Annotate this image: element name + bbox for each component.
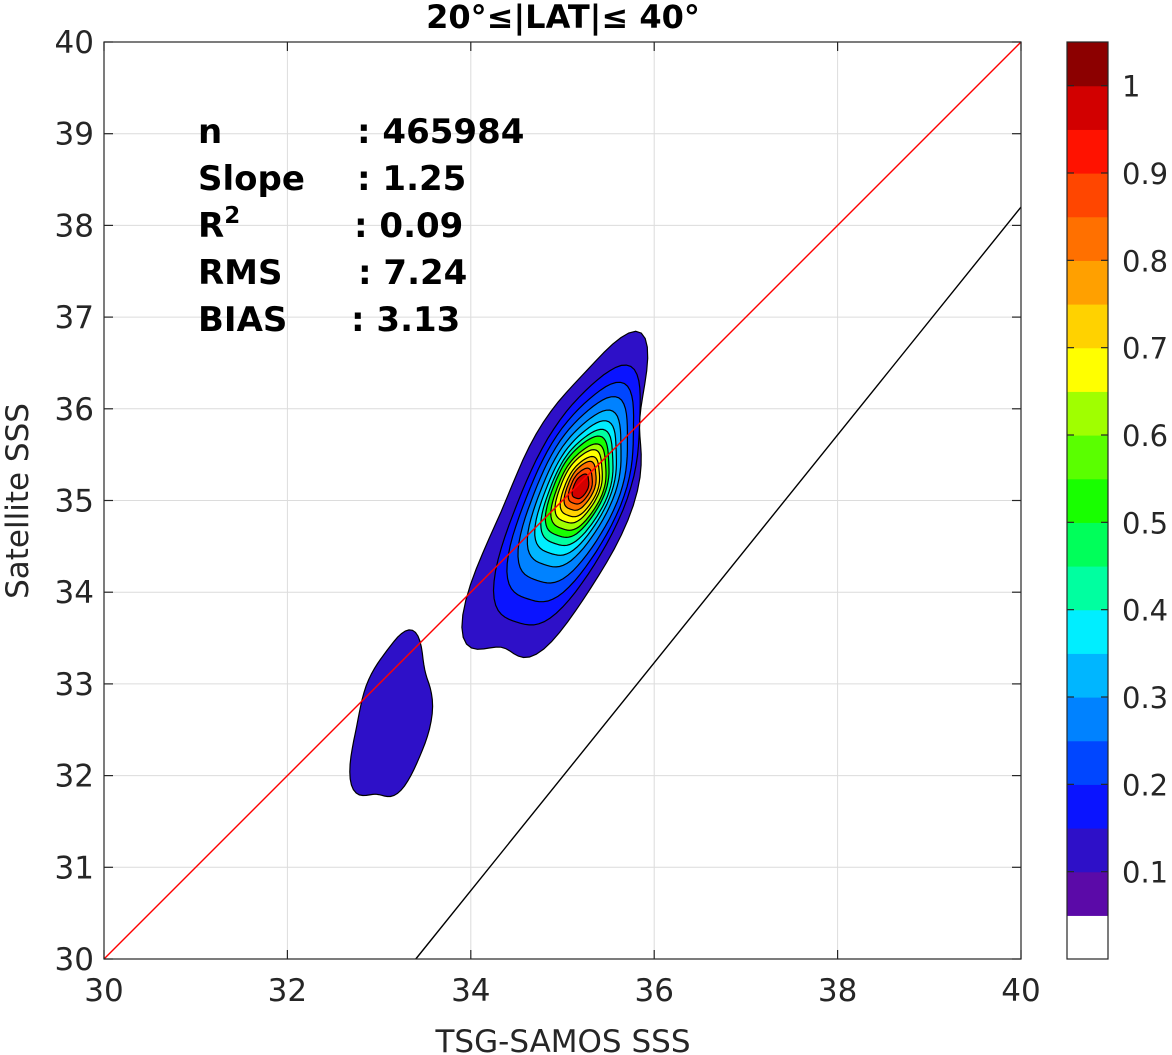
colorbar-tick-label: 0.5 — [1122, 506, 1168, 540]
colorbar-segment — [1067, 216, 1108, 261]
stat-value: : 1.25 — [357, 159, 466, 199]
density-contours — [349, 330, 649, 798]
stats-annotation: n : 465984 Slope : 1.25 R2 : 0.09 RMS : 7.24 BIA… — [198, 112, 524, 340]
colorbar-segment — [1067, 609, 1108, 654]
reference-line — [103, 41, 1022, 960]
y-tick-label: 36 — [55, 392, 94, 428]
colorbar-frame — [1066, 41, 1109, 960]
stat-key: Slope — [198, 159, 305, 199]
colorbar-tick-label: 0.9 — [1122, 157, 1168, 191]
x-tick-label: 38 — [818, 973, 857, 1009]
chart-title: 20°≤|LAT|≤ 40° — [426, 0, 700, 37]
colorbar: 0.1 0.2 0.3 0.4 0.5 0.6 0.7 0.8 0.9 1 — [1066, 41, 1168, 960]
colorbar-segment — [1067, 435, 1108, 480]
x-axis-label: TSG-SAMOS SSS — [435, 1024, 691, 1055]
stat-value: : 0.09 — [354, 206, 463, 246]
secondary-cluster-contour — [349, 629, 434, 798]
reference-lines — [103, 41, 1022, 960]
colorbar-segment — [1067, 391, 1108, 436]
colorbar-tick-label: 0.6 — [1122, 419, 1168, 453]
colorbar-tick-label: 1 — [1122, 70, 1140, 104]
y-tick-label: 34 — [55, 575, 94, 611]
x-tick-label: 36 — [634, 973, 673, 1009]
colorbar-segment — [1067, 478, 1108, 523]
y-tick-label: 33 — [55, 667, 94, 703]
colorbar-segment — [1067, 915, 1108, 960]
stat-key: RMS — [198, 253, 283, 293]
x-tick-label: 32 — [268, 973, 307, 1009]
colorbar-segment — [1067, 566, 1108, 611]
y-tick-label: 39 — [55, 117, 94, 153]
colorbar-segment — [1067, 697, 1108, 742]
density-contour-band — [571, 473, 590, 500]
colorbar-tick-label: 0.1 — [1122, 856, 1168, 890]
colorbar-segment — [1067, 522, 1108, 567]
colorbar-segment — [1067, 42, 1108, 87]
colorbar-tick-label: 0.4 — [1122, 594, 1168, 628]
colorbar-tick-label: 0.7 — [1122, 332, 1168, 366]
colorbar-segment — [1067, 85, 1108, 130]
stat-key: n — [198, 112, 222, 152]
colorbar-segment — [1067, 740, 1108, 785]
colorbar-segment — [1067, 304, 1108, 349]
y-tick-label: 37 — [55, 300, 94, 336]
y-tick-label: 35 — [55, 484, 94, 520]
colorbar-tick-label: 0.3 — [1122, 681, 1168, 715]
colorbar-segment — [1067, 129, 1108, 174]
y-tick-label: 38 — [55, 208, 94, 244]
stat-value: : 3.13 — [351, 300, 460, 340]
y-tick-label: 31 — [55, 850, 94, 886]
x-tick-label: 34 — [451, 973, 490, 1009]
colorbar-segment — [1067, 871, 1108, 916]
colorbar-segment — [1067, 653, 1108, 698]
colorbar-tick-label: 0.2 — [1122, 768, 1168, 802]
y-axis-label: Satellite SSS — [0, 403, 36, 599]
colorbar-tick-label: 0.8 — [1122, 244, 1168, 278]
colorbar-segment — [1067, 260, 1108, 305]
y-tick-label: 40 — [55, 25, 94, 61]
stat-key: R2 — [198, 203, 240, 246]
colorbar-segment — [1067, 828, 1108, 873]
stat-superscript: 2 — [224, 203, 240, 229]
colorbar-segment — [1067, 173, 1108, 218]
axis-ticks: 30 32 34 36 38 40 30 31 32 33 34 35 36 37 38 39 40 — [55, 25, 1041, 1009]
x-tick-label: 30 — [84, 973, 123, 1009]
stat-value: : 7.24 — [358, 253, 467, 293]
stat-key: BIAS — [198, 300, 287, 340]
colorbar-segment — [1067, 784, 1108, 829]
stat-value: : 465984 — [357, 112, 524, 152]
x-tick-label: 40 — [1001, 973, 1040, 1009]
y-tick-label: 30 — [55, 942, 94, 978]
colorbar-segment — [1067, 347, 1108, 392]
reference-line — [415, 206, 1022, 960]
y-tick-label: 32 — [55, 759, 94, 795]
